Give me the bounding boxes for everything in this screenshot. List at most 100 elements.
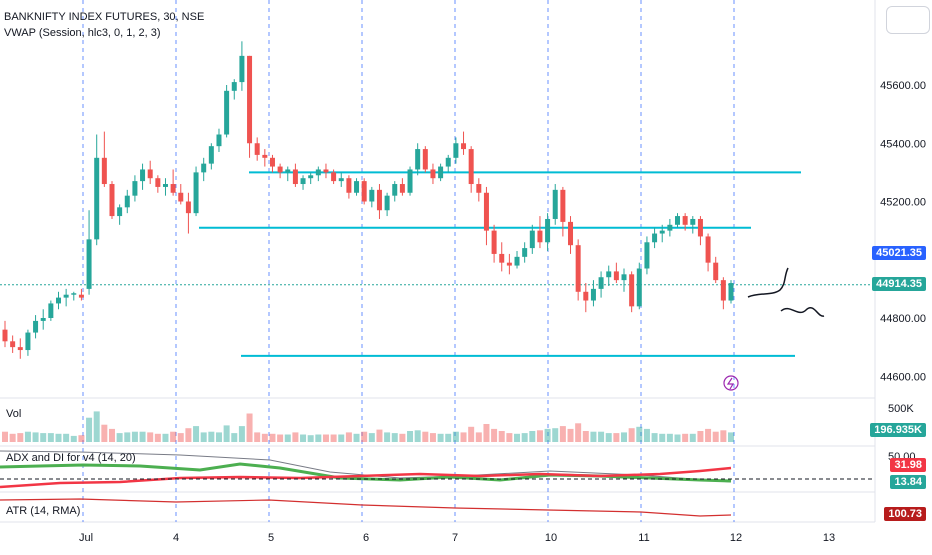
- candle-body: [376, 189, 382, 211]
- volume-bar: [697, 431, 704, 442]
- price-axis-label: 45200.00: [880, 197, 926, 209]
- lightning-icon: [723, 375, 739, 391]
- volume-bar: [40, 433, 47, 442]
- volume-bar: [422, 431, 429, 442]
- last-price-tag: 44914.35: [872, 277, 926, 291]
- candle-body: [659, 230, 665, 234]
- volume-value-tag: 196.935K: [870, 423, 926, 437]
- volume-bar: [131, 431, 138, 442]
- candle-body: [430, 169, 436, 179]
- volume-bar: [521, 433, 528, 442]
- candle-body: [438, 166, 444, 179]
- candle-body: [162, 184, 168, 187]
- time-axis-label: 10: [545, 532, 557, 544]
- candle-body: [354, 181, 360, 193]
- candle-body: [231, 82, 237, 91]
- volume-bar: [208, 431, 215, 442]
- candle-body: [667, 224, 673, 231]
- volume-axis-label: 500K: [888, 403, 914, 415]
- vwap-legend: VWAP (Session, hlc3, 0, 1, 2, 3): [4, 27, 161, 39]
- candle-body: [506, 262, 512, 266]
- volume-bar: [536, 430, 543, 442]
- volume-bar: [116, 433, 123, 442]
- volume-bar: [345, 432, 352, 442]
- volume-bar: [170, 431, 177, 442]
- volume-bar: [705, 428, 712, 442]
- candle-body: [675, 216, 681, 225]
- volume-bar: [384, 432, 391, 442]
- candle-body: [499, 253, 505, 263]
- volume-bar: [483, 424, 490, 442]
- symbol-title: BANKNIFTY INDEX FUTURES, 30, NSE: [4, 11, 205, 23]
- candle-body: [17, 347, 23, 351]
- candle-body: [560, 189, 566, 222]
- candle-body: [713, 262, 719, 281]
- candle-body: [522, 248, 528, 257]
- volume-bar: [498, 431, 505, 442]
- candle-body: [101, 157, 107, 185]
- volume-bar: [460, 432, 467, 442]
- candle-body: [239, 55, 245, 83]
- volume-bar: [605, 433, 612, 442]
- candle-body: [300, 178, 306, 185]
- volume-bar: [368, 433, 375, 442]
- candle-body: [331, 172, 337, 182]
- price-axis-label: 44800.00: [880, 313, 926, 325]
- volume-title: Vol: [6, 408, 22, 420]
- candle-body: [728, 283, 734, 301]
- candle-body: [25, 332, 31, 351]
- candle-body: [453, 143, 459, 158]
- volume-bar: [223, 425, 230, 442]
- volume-bar: [9, 433, 16, 442]
- time-axis-label: 4: [173, 532, 179, 544]
- volume-bar: [651, 433, 658, 442]
- candle-body: [468, 149, 474, 185]
- candle-body: [117, 207, 123, 217]
- volume-bar: [452, 431, 459, 442]
- volume-bar: [376, 429, 383, 442]
- volume-bar: [674, 434, 681, 442]
- candle-body: [613, 271, 619, 281]
- minus-di-line: [0, 466, 732, 489]
- volume-bar: [689, 433, 696, 442]
- volume-bar: [544, 428, 551, 442]
- volume-bar: [139, 431, 146, 442]
- drawing-scribble: [780, 307, 825, 317]
- time-axis-label: 5: [268, 532, 274, 544]
- volume-bar: [682, 433, 689, 442]
- volume-bar: [147, 432, 154, 442]
- volume-bar: [468, 426, 475, 442]
- price-axis-label: 44600.00: [880, 371, 926, 383]
- volume-bar: [514, 433, 521, 442]
- volume-bar: [598, 431, 605, 442]
- volume-bar: [399, 433, 406, 442]
- candle-body: [568, 221, 574, 246]
- candle-body: [399, 184, 405, 193]
- candle-body: [552, 189, 558, 219]
- volume-bar: [429, 433, 436, 442]
- candle-body: [285, 169, 291, 173]
- candle-body: [369, 189, 375, 202]
- volume-bar: [86, 417, 93, 442]
- volume-bar: [582, 431, 589, 442]
- candle-body: [590, 288, 596, 301]
- candle-body: [415, 149, 421, 170]
- candle-body: [155, 178, 161, 187]
- volume-bar: [475, 432, 482, 442]
- volume-bar: [185, 428, 192, 442]
- candle-body: [720, 280, 726, 301]
- volume-bar: [108, 428, 115, 442]
- volume-bar: [613, 433, 620, 442]
- candle-body: [705, 236, 711, 263]
- volume-bar: [338, 434, 345, 442]
- candle-body: [644, 242, 650, 269]
- volume-bar: [55, 433, 62, 442]
- atr-line: [0, 498, 732, 517]
- candle-body: [10, 341, 16, 348]
- volume-bar: [437, 433, 444, 442]
- candle-body: [170, 184, 176, 193]
- volume-bar: [78, 435, 85, 442]
- toolbar-button[interactable]: [886, 6, 930, 34]
